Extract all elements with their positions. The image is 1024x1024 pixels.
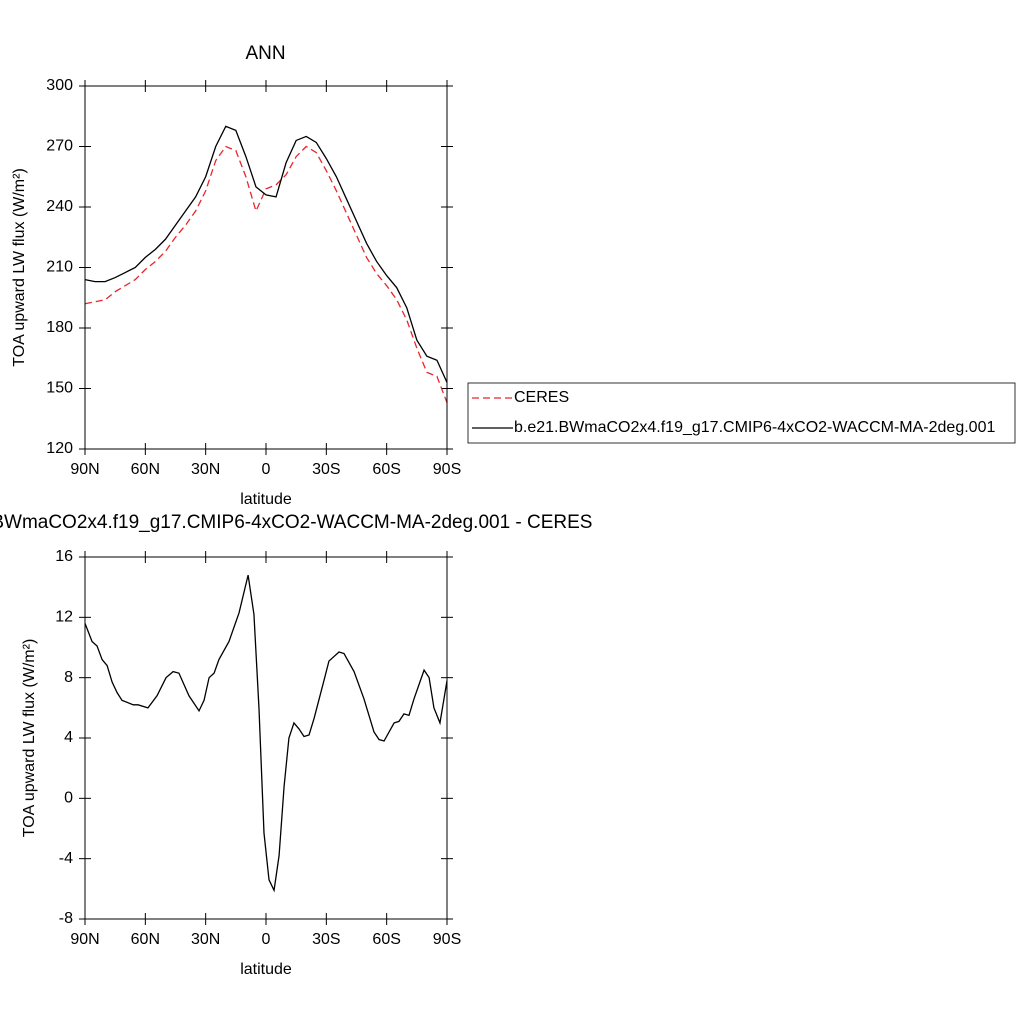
y-tick-label: 0 [64,790,73,807]
x-axis-label: latitude [240,961,292,978]
plot-frame [84,85,448,450]
y-tick-label: 210 [46,259,73,276]
y-tick-label: 12 [55,609,73,626]
x-tick-label: 0 [262,461,271,478]
x-axis-label: latitude [240,491,292,508]
x-tick-label: 30S [312,931,340,948]
data-line [84,145,448,403]
x-tick-label: 30N [191,931,220,948]
chart-title: ANN [245,43,285,64]
x-tick-label: 60S [372,461,400,478]
y-axis-label: TOA upward LW flux (W/m²) [21,639,38,838]
y-tick-label: 150 [46,380,73,397]
y-tick-label: 16 [55,548,73,565]
y-tick-label: 4 [64,729,73,746]
legend-label: CERES [514,389,569,406]
y-axis-label: TOA upward LW flux (W/m²) [11,168,28,367]
y-tick-label: -4 [59,850,73,867]
y-tick-label: 8 [64,669,73,686]
data-line [84,574,448,893]
y-tick-label: 240 [46,198,73,215]
x-tick-label: 90S [433,461,461,478]
x-tick-label: 90N [70,931,99,948]
x-tick-label: 30S [312,461,340,478]
plot-frame [84,556,448,920]
x-tick-label: 90S [433,931,461,948]
chart-title: b.e21.BWmaCO2x4.f19_g17.CMIP6-4xCO2-WACC… [0,512,592,533]
legend-box [467,382,1016,444]
x-tick-label: 60N [131,931,160,948]
y-tick-label: 180 [46,319,73,336]
x-tick-label: 90N [70,461,99,478]
x-tick-label: 60N [131,461,160,478]
x-tick-label: 60S [372,931,400,948]
y-tick-label: -8 [59,910,73,927]
data-line [84,125,448,383]
legend-label: b.e21.BWmaCO2x4.f19_g17.CMIP6-4xCO2-WACC… [514,419,995,436]
y-tick-label: 120 [46,440,73,457]
y-tick-label: 300 [46,77,73,94]
y-tick-label: 270 [46,138,73,155]
x-tick-label: 0 [262,931,271,948]
x-tick-label: 30N [191,461,220,478]
